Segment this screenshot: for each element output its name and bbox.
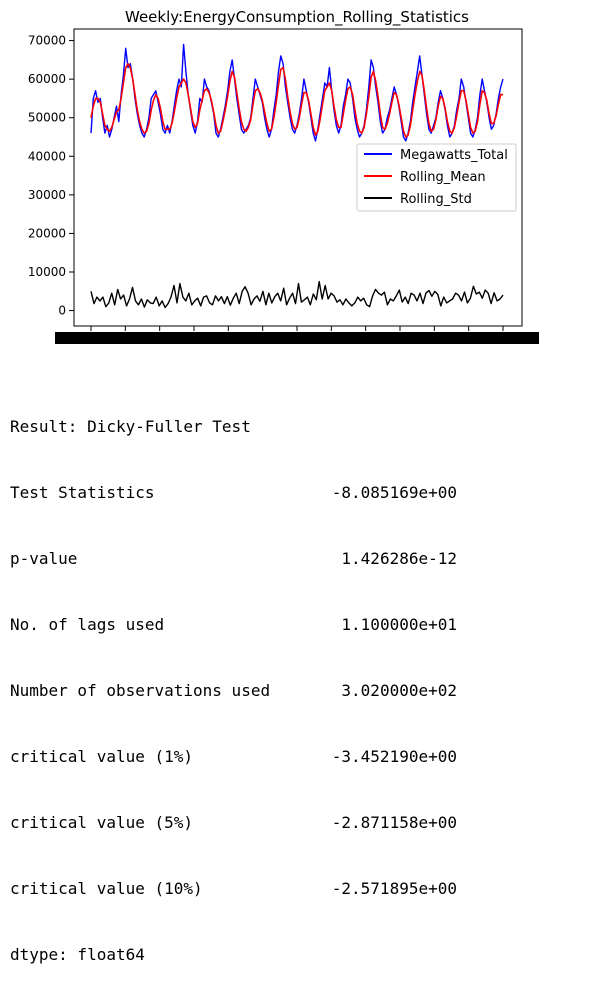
legend-label-megawatts-total: Megawatts_Total <box>400 148 508 163</box>
y-tick-label: 40000 <box>28 149 66 163</box>
stats-label: critical value (5%) <box>10 813 194 832</box>
series-line-rolling-mean <box>90 62 503 138</box>
stats-row-critical-10: critical value (10%) -2.571895e+00 <box>10 878 457 900</box>
legend-label-rolling-std: Rolling_Std <box>400 192 472 207</box>
rolling-statistics-chart: Weekly:EnergyConsumption_Rolling_Statist… <box>28 8 539 344</box>
stats-value: 1.426286e-12 <box>341 549 457 568</box>
stats-header: Result: Dicky-Fuller Test <box>10 417 251 436</box>
stats-row-test-statistics: Test Statistics -8.085169e+00 <box>10 482 457 504</box>
legend: Megawatts_Total Rolling_Mean Rolling_Std <box>356 143 517 212</box>
series-layer <box>90 43 504 331</box>
series-line-rolling-std <box>90 280 504 309</box>
y-tick-label: 60000 <box>28 72 66 86</box>
stats-label: critical value (1%) <box>10 747 194 766</box>
y-tick-label: 30000 <box>28 188 66 202</box>
stats-row-critical-1: critical value (1%) -3.452190e+00 <box>10 746 457 768</box>
chart-title: Weekly:EnergyConsumption_Rolling_Statist… <box>125 8 469 27</box>
stats-row-observations-used: Number of observations used 3.020000e+02 <box>10 680 457 702</box>
y-tick-label: 50000 <box>28 111 66 125</box>
stats-label: p-value <box>10 549 78 568</box>
stats-value: 3.020000e+02 <box>341 681 457 700</box>
stats-label: Test Statistics <box>10 483 155 502</box>
stats-label: No. of lags used <box>10 615 165 634</box>
stats-value: 1.100000e+01 <box>341 615 457 634</box>
y-tick-label: 0 <box>58 304 66 318</box>
stats-value: -3.452190e+00 <box>331 747 457 766</box>
legend-label-rolling-mean: Rolling_Mean <box>400 170 486 185</box>
legend-box <box>356 143 517 212</box>
stats-row-critical-5: critical value (5%) -2.871158e+00 <box>10 812 457 834</box>
dickey-fuller-output: Result: Dicky-Fuller Test Test Statistic… <box>10 372 457 988</box>
stats-row-lags-used: No. of lags used 1.100000e+01 <box>10 614 457 636</box>
y-axis: 0 10000 20000 30000 40000 50000 60000 70000 <box>28 34 74 318</box>
y-tick-label: 20000 <box>28 226 66 240</box>
stats-dtype: dtype: float64 <box>10 945 145 964</box>
y-tick-label: 70000 <box>28 34 66 48</box>
stats-row-p-value: p-value 1.426286e-12 <box>10 548 457 570</box>
x-axis-tick-labels-smudge <box>55 332 539 344</box>
y-tick-label: 10000 <box>28 265 66 279</box>
stats-label: critical value (10%) <box>10 879 203 898</box>
stats-value: -2.871158e+00 <box>331 813 457 832</box>
stats-value: -8.085169e+00 <box>331 483 457 502</box>
stats-label: Number of observations used <box>10 681 271 700</box>
stats-value: -2.571895e+00 <box>331 879 457 898</box>
